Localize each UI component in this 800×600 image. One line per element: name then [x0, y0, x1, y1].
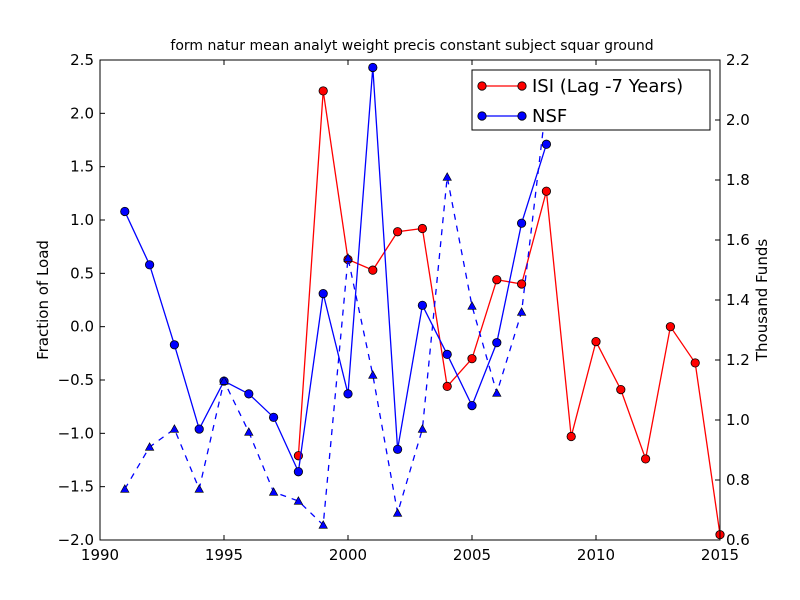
series-0-point-2006: [492, 275, 502, 285]
series-2-point-2002: [392, 508, 403, 517]
chart-title: form natur mean analyt weight precis con…: [170, 38, 653, 54]
x-tick-label: 2005: [453, 546, 491, 564]
series-0-point-1999: [318, 86, 328, 96]
series-line-2: [124, 101, 548, 527]
y-left-tick-label: −2.0: [58, 531, 94, 549]
series-0-point-2012: [640, 454, 651, 464]
series-2-point-1996: [244, 427, 254, 436]
legend-marker-0: [517, 81, 527, 91]
y-right-tick-label: 1.4: [726, 291, 750, 309]
legend-label-0: ISI (Lag -7 Years): [532, 76, 683, 97]
series-2-point-1997: [268, 487, 279, 496]
series-2-point-1994: [194, 484, 204, 493]
y-right-tick-label: 2.0: [726, 111, 750, 129]
series-0-point-2010: [591, 336, 601, 347]
y-left-tick-label: 0.5: [70, 264, 94, 282]
y-left-tick-label: 2.5: [70, 51, 94, 69]
series-2-point-1995: [219, 376, 229, 385]
series-0-point-2004: [442, 381, 452, 391]
legend-marker-1: [517, 111, 527, 121]
series-2-point-2007: [516, 307, 527, 316]
series-1-point-2007: [516, 218, 527, 228]
axes: 1990 1995 2000 2005 2010 2015 −2.0 −1.5 −1.0 −0.5…: [58, 51, 750, 564]
series-0-point-2002: [392, 227, 403, 237]
legend-box: [471, 69, 711, 131]
series-1-point-1991: [120, 206, 130, 217]
series-1-point-1996: [244, 389, 254, 399]
series-0-point-2013: [665, 322, 676, 332]
legend-marker-1: [477, 111, 487, 121]
series-2-point-2005: [467, 301, 477, 310]
y-right-tick-label: 2.2: [726, 51, 750, 69]
y-left-tick-label: 0.0: [70, 318, 94, 336]
x-tick-label: 1995: [205, 546, 243, 564]
series-1-point-2004: [442, 349, 452, 359]
series-2-point-1992: [144, 442, 155, 451]
y-right-tick-label: 1.2: [726, 351, 750, 369]
series-2-point-1991: [120, 484, 130, 493]
series-1-point-1998: [293, 467, 303, 477]
y-left-tick-label: 1.0: [70, 211, 94, 229]
series-1-point-2005: [467, 400, 477, 411]
series-1-point-2008: [541, 139, 552, 149]
series-0-point-2014: [690, 358, 700, 368]
y-left-tick-label: 1.5: [70, 158, 94, 176]
y-right-tick-label: 1.0: [726, 411, 750, 429]
x-tick-label: 2000: [329, 546, 367, 564]
series-2-point-1993: [169, 424, 180, 433]
series-line-1: [124, 67, 548, 475]
series-2-point-2000: [343, 253, 353, 262]
y-axis-right-label: Thousand Funds: [753, 239, 771, 362]
y-right-tick-label: 1.6: [726, 231, 750, 249]
y-right-tick-label: 1.8: [726, 171, 750, 189]
x-tick-label: 1990: [81, 546, 119, 564]
x-tick-label: 2015: [701, 546, 739, 564]
series-0-point-2011: [616, 384, 626, 395]
legend-marker-0: [477, 81, 487, 91]
series-1-point-1993: [169, 340, 179, 350]
y-left-tick-label: −1.0: [58, 424, 94, 442]
series-0-point-2009: [566, 431, 576, 442]
series-2-point-2001: [368, 370, 378, 379]
series-2-point-1999: [318, 520, 328, 529]
series-0-point-2005: [467, 354, 477, 364]
x-tick-label: 2010: [577, 546, 615, 564]
series-1-point-1992: [145, 260, 155, 270]
series-2-point-2006: [492, 388, 502, 397]
legend-label-1: NSF: [532, 106, 567, 127]
series-1-point-1999: [318, 288, 328, 299]
series-0-point-2003: [417, 223, 427, 234]
series-0-point-2008: [541, 186, 552, 196]
series-1-point-2002: [392, 444, 403, 454]
legend: ISI (Lag -7 Years) NSF: [471, 69, 711, 131]
series-1-point-2001: [368, 62, 378, 73]
y-right-tick-label: 0.8: [726, 471, 750, 489]
series-1-point-2000: [343, 389, 353, 399]
series-1-point-1997: [268, 412, 279, 422]
series-0-point-2001: [368, 265, 378, 275]
y-axis-left-label: Fraction of Load: [34, 240, 52, 360]
series-2-point-1998: [293, 496, 304, 505]
series-0-point-2007: [516, 279, 527, 289]
series-1-point-1994: [194, 424, 204, 434]
series-1-point-2006: [492, 338, 502, 348]
y-left-tick-label: 2.0: [70, 104, 94, 122]
y-right-tick-label: 0.6: [726, 531, 750, 549]
series-2-point-2004: [442, 172, 452, 181]
y-left-tick-label: −0.5: [58, 371, 94, 389]
series-2-point-2003: [417, 424, 428, 433]
y-left-tick-label: −1.5: [58, 478, 94, 496]
series-1-point-2003: [417, 300, 427, 310]
